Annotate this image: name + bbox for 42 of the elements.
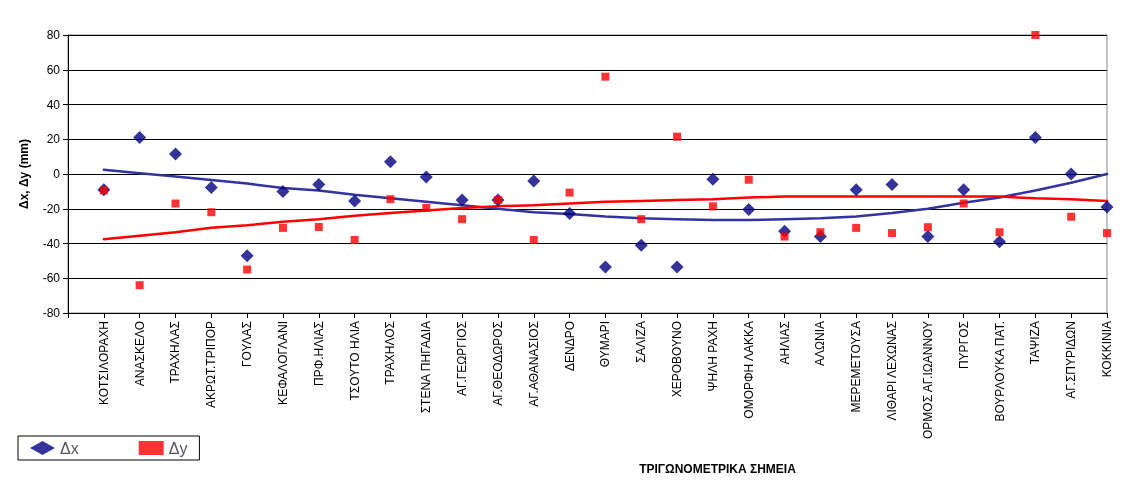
x-tick-label: ΣΑΛΙΖΑ (634, 321, 649, 364)
y-tick-label: -20 (42, 201, 61, 216)
x-tick-label: ΣΤΕΝΑ ΠΗΓΑΔΙΑ (419, 321, 434, 414)
x-tick-label: ΤΣΟΥΤΟ ΗΛΙΑ (347, 321, 362, 401)
x-tick-label: ΑΛΩΝΙΑ (813, 321, 828, 366)
y-tick-label: 40 (46, 97, 61, 112)
x-tick-label: ΛΙΘΑΡΙ ΛΕΧΩΝΑΣ (885, 321, 900, 421)
x-tick-label: ΨΗΛΗ ΡΑΧΗ (705, 321, 720, 392)
x-tick-label: ΑΓ.ΣΠΥΡΙΔΩΝ (1064, 321, 1079, 399)
x-tick-label: ΑΓ.ΓΕΩΡΓΙΟΣ (455, 321, 470, 396)
y-tick-label: 20 (46, 132, 61, 147)
x-tick-label: ΑΓ.ΘΕΟΔΩΡΟΣ (490, 321, 505, 406)
x-tick-label: ΤΡΑΧΗΛΑΣ (168, 321, 183, 384)
x-tick-label: ΑΗΛΙΑΣ (777, 321, 792, 365)
x-tick-label: ΚΕΦΑΛΟΓΛΑΝΙ (275, 321, 290, 405)
x-tick-label: ΒΟΥΡΛΟΥΚΑ ΠΑΤ. (992, 321, 1007, 422)
x-tick-label: ΠΥΡΓΟΣ (956, 321, 971, 370)
x-tick-label: ΑΓ.ΑΘΑΝΑΣΙΟΣ (526, 321, 541, 407)
y-axis-title: Δx, Δy (mm) (17, 139, 31, 209)
x-tick-label: ΟΜΟΡΦΗ ΛΑΚΚΑ (741, 321, 756, 419)
x-tick-label: ΤΑΨΙΖΑ (1028, 321, 1043, 365)
x-tick-label: ΠΡΦ.ΗΛΙΑΣ (311, 321, 326, 387)
x-tick-label: ΓΟΥΛΑΣ (240, 321, 255, 368)
x-tick-label: ΧΕΡΟΒΟΥΝΟ (670, 321, 685, 398)
x-tick-label: ΑΝΑΣΚΕΛΟ (132, 321, 147, 387)
y-tick-label: 0 (53, 167, 61, 181)
x-tick-label: ΚΟΚΚΙΝΙΑ (1100, 321, 1114, 378)
y-tick-label: 80 (46, 28, 61, 42)
x-tick-label: ΘΥΜΑΡΙ (598, 321, 613, 368)
y-tick-label: -60 (42, 271, 61, 286)
x-tick-label: ΜΕΡΕΜΕΤΟΥΣΑ (849, 321, 864, 413)
x-tick-label: ΔΕΝΔΡΟ (562, 321, 577, 372)
x-axis-title: ΤΡΙΓΩΝΟΜΕΤΡΙΚΑ ΣΗΜΕΙΑ (639, 462, 797, 476)
y-tick-label: -40 (42, 236, 61, 251)
x-tick-label: ΑΚΡΩΤ.ΤΡΙΠΟΡ (204, 321, 219, 408)
x-tick-label: ΟΡΜΟΣ ΑΓ.ΙΩΑΝΝΟΥ (920, 321, 935, 439)
legend-label: Δx (60, 439, 79, 457)
x-tick-label: ΚΟΤΣΙΛΟΡΑΧΗ (96, 321, 111, 405)
y-tick-label: -80 (42, 306, 61, 320)
y-tick-label: 60 (46, 62, 61, 77)
legend-label: Δy (168, 439, 188, 457)
x-tick-label: ΤΡΑΧΗΛΟΣ (383, 321, 398, 385)
